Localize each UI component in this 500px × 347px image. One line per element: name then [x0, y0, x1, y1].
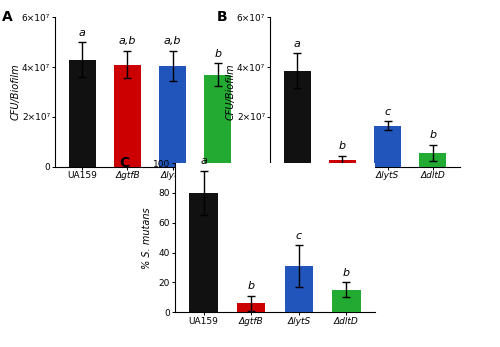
Text: b: b — [430, 130, 436, 141]
Text: A: A — [2, 10, 12, 24]
Bar — [284, 266, 313, 312]
Text: a,b: a,b — [118, 36, 136, 46]
Bar — [420, 153, 446, 167]
Bar — [190, 193, 218, 312]
Text: a,b: a,b — [164, 36, 182, 46]
Bar — [332, 290, 360, 312]
Text: b: b — [214, 49, 222, 59]
Text: c: c — [296, 231, 302, 241]
Y-axis label: CFU/Biofilm: CFU/Biofilm — [226, 64, 235, 120]
Text: b: b — [343, 268, 350, 278]
Text: a: a — [294, 39, 300, 49]
Bar — [204, 75, 232, 167]
Text: b: b — [339, 141, 346, 151]
Text: B: B — [217, 10, 228, 24]
Text: a: a — [200, 156, 207, 166]
Bar — [114, 65, 141, 167]
Bar — [159, 66, 186, 167]
Text: C: C — [119, 155, 129, 170]
Y-axis label: % S. mutans: % S. mutans — [142, 207, 152, 269]
Text: c: c — [384, 107, 390, 117]
Text: b: b — [248, 281, 255, 291]
Bar — [374, 126, 401, 167]
Bar — [68, 60, 96, 167]
Y-axis label: CFU/Biofilm: CFU/Biofilm — [10, 64, 20, 120]
Text: a: a — [78, 28, 86, 38]
Bar — [329, 160, 356, 167]
Bar — [237, 303, 266, 312]
Bar — [284, 71, 310, 167]
